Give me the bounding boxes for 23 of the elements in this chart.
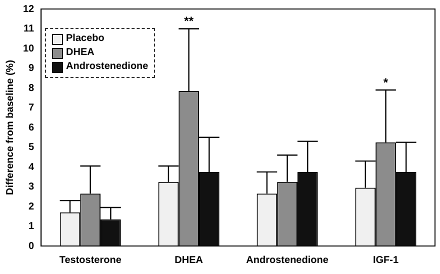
legend-label: DHEA (66, 46, 94, 60)
legend-label: Placebo (66, 32, 104, 46)
y-tick-label: 8 (28, 82, 35, 94)
y-tick-label: 3 (28, 182, 35, 192)
y-tick-label: 5 (28, 142, 35, 153)
y-tick-label: 4 (28, 162, 35, 173)
y-tick-label: 12 (23, 4, 35, 15)
annotation: * (383, 75, 388, 90)
x-tick-label: Androstenedione (246, 254, 329, 266)
annotation: ** (184, 14, 194, 28)
y-tick-label: 10 (23, 43, 35, 54)
y-tick-label: 1 (28, 221, 35, 232)
y-tick-label: 7 (28, 102, 35, 114)
x-tick-label: Testosterone (59, 254, 122, 266)
y-axis-title: Difference from baseline (%) (4, 60, 16, 196)
y-tick-label: 0 (28, 240, 35, 252)
y-tick-label: 11 (24, 24, 35, 34)
y-tick-label: 2 (28, 201, 35, 212)
x-tick-label: DHEA (174, 254, 203, 266)
y-tick-label: 9 (28, 63, 35, 74)
y-tick-label: 6 (28, 122, 35, 134)
legend-label: Androstenedione (66, 60, 148, 74)
x-tick-label: IGF-1 (372, 254, 399, 266)
